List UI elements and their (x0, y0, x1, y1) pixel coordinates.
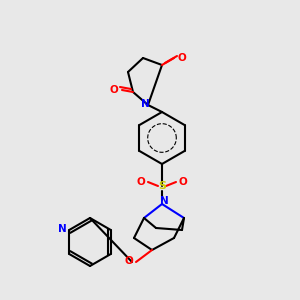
Text: N: N (141, 99, 149, 109)
Text: O: O (178, 177, 188, 187)
Text: S: S (158, 181, 166, 191)
Text: N: N (160, 196, 168, 206)
Text: O: O (136, 177, 146, 187)
Text: N: N (58, 224, 67, 234)
Text: O: O (178, 53, 186, 63)
Text: O: O (124, 256, 134, 266)
Text: O: O (110, 85, 118, 95)
